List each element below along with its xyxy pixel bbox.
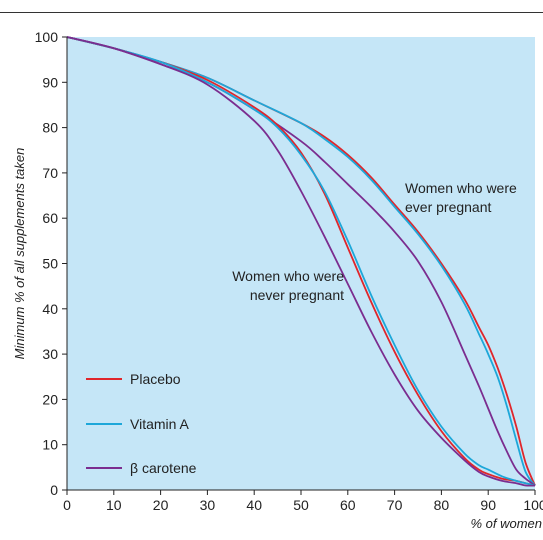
y-tick-label: 10 — [42, 437, 58, 453]
y-tick-label: 90 — [42, 74, 58, 90]
y-axis-label: Minimum % of all supplements taken — [12, 148, 27, 360]
annotation-never-pregnant-line: Women who were — [232, 268, 344, 284]
plot-background — [67, 37, 535, 490]
axes-layer: 0 10 20 30 40 50 60 70 80 90 100 0 10 20 30 40 50 60 70 80 9… — [12, 29, 543, 531]
annotation-never-pregnant-line: never pregnant — [250, 287, 344, 303]
x-tick-label: 90 — [480, 497, 496, 513]
top-rule — [0, 12, 543, 13]
y-tick-label: 40 — [42, 301, 58, 317]
x-tick-label: 70 — [387, 497, 403, 513]
x-tick-label: 10 — [106, 497, 122, 513]
x-tick-label: 60 — [340, 497, 356, 513]
legend-label-beta-carotene: β carotene — [130, 460, 197, 476]
y-tick-label: 70 — [42, 165, 58, 181]
annotation-ever-pregnant-line: ever pregnant — [405, 199, 492, 215]
legend-label-placebo: Placebo — [130, 371, 181, 387]
series-line-vitamin-a-ever-pregnant — [66, 36, 536, 487]
x-tick-label: 0 — [63, 497, 71, 513]
legend: Placebo Vitamin A β carotene — [86, 371, 197, 476]
x-axis-label: % of women — [470, 516, 542, 531]
x-tick-label: 40 — [246, 497, 262, 513]
series-layer — [66, 36, 536, 487]
y-tick-label: 20 — [42, 391, 58, 407]
y-tick-label: 80 — [42, 120, 58, 136]
series-line-placebo-never-pregnant — [66, 36, 536, 487]
y-tick-label: 30 — [42, 346, 58, 362]
y-tick-label: 60 — [42, 210, 58, 226]
legend-label-vitamin-a: Vitamin A — [130, 416, 190, 432]
y-tick-label: 100 — [35, 29, 59, 45]
series-line-vitamin-a-never-pregnant — [66, 36, 536, 487]
annotation-ever-pregnant: Women who were ever pregnant — [405, 180, 517, 215]
y-tick-label: 0 — [50, 482, 58, 498]
x-tick-label: 80 — [434, 497, 450, 513]
x-tick-label: 20 — [153, 497, 169, 513]
x-tick-label: 50 — [293, 497, 309, 513]
annotation-never-pregnant: Women who were never pregnant — [232, 268, 344, 303]
y-tick-label: 50 — [42, 256, 58, 272]
x-tick-label: 30 — [200, 497, 216, 513]
series-line-beta-carotene-never-pregnant — [66, 36, 536, 487]
x-tick-label: 100 — [523, 497, 543, 513]
annotation-ever-pregnant-line: Women who were — [405, 180, 517, 196]
